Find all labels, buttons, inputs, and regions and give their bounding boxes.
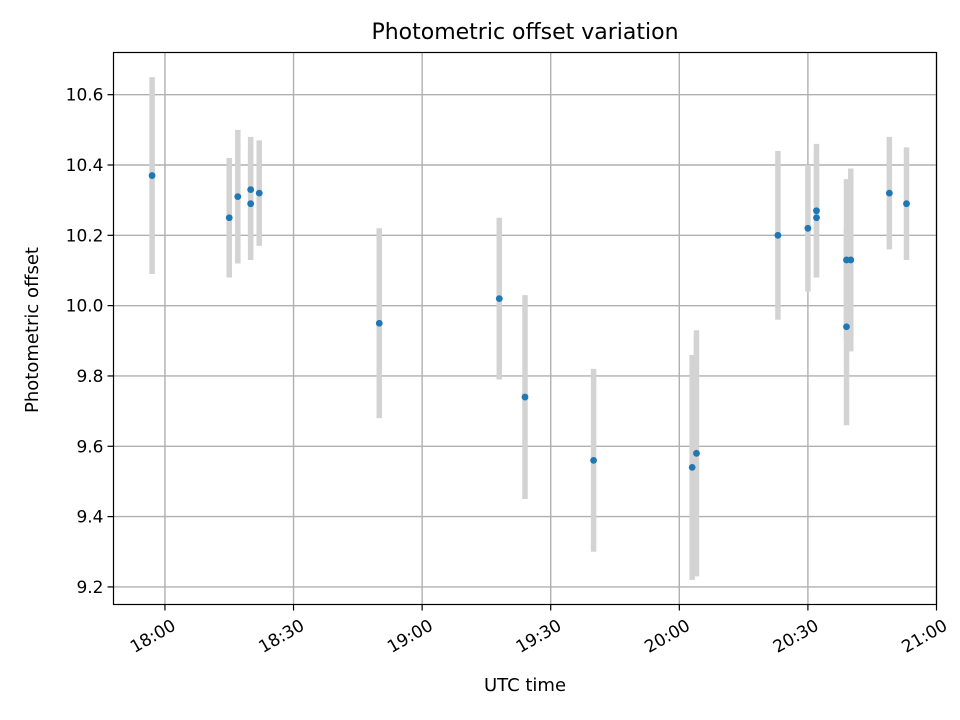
y-tick-label: 10.0 <box>66 297 104 317</box>
x-tick-label: 18:30 <box>256 616 308 658</box>
point-layer <box>148 172 910 471</box>
data-point <box>148 172 156 179</box>
data-point <box>255 189 263 197</box>
y-axis-label: Photometric offset <box>22 247 43 413</box>
plot-frame <box>112 51 938 606</box>
y-tick-label: 9.6 <box>76 437 103 457</box>
chart-title: Photometric offset variation <box>371 20 678 45</box>
y-tick-label: 9.8 <box>76 367 103 387</box>
data-point <box>495 295 503 303</box>
data-point <box>774 231 782 239</box>
data-point <box>843 323 850 331</box>
data-point <box>234 193 242 201</box>
y-tick-label: 10.2 <box>66 226 104 246</box>
data-point <box>847 256 855 264</box>
x-axis-label: UTC time <box>484 675 566 696</box>
data-point <box>804 224 812 232</box>
data-point <box>885 189 893 197</box>
data-point <box>590 456 597 464</box>
data-point <box>688 463 696 471</box>
x-tick-label: 21:00 <box>899 616 951 658</box>
y-tick-label: 9.2 <box>76 578 103 598</box>
data-point <box>225 214 233 222</box>
data-point <box>813 207 820 215</box>
y-tick-label: 10.4 <box>66 156 104 176</box>
y-tick-label: 9.4 <box>76 508 103 528</box>
errorbar-layer <box>149 77 910 580</box>
x-tick-label: 20:00 <box>641 616 693 658</box>
data-point <box>247 186 255 194</box>
data-point <box>375 319 383 327</box>
data-point <box>903 200 910 208</box>
x-tick-label: 19:30 <box>513 616 565 658</box>
data-point <box>247 200 255 208</box>
x-tick-label: 18:00 <box>127 616 179 658</box>
x-tick-label: 20:30 <box>770 616 822 658</box>
data-point <box>521 393 529 401</box>
y-tick-label: 10.6 <box>66 86 104 106</box>
data-point <box>693 449 700 457</box>
x-tick-label: 19:00 <box>384 616 436 658</box>
data-point <box>813 214 820 222</box>
